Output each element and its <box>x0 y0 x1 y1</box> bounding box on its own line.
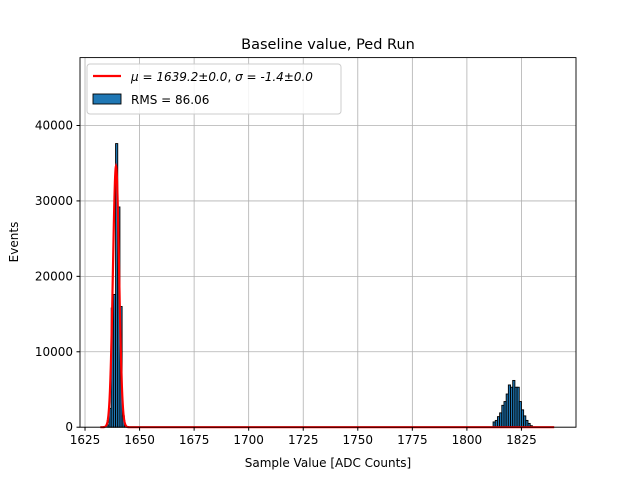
chart-title: Baseline value, Ped Run <box>241 37 415 53</box>
legend-hist-label: RMS = 86.06 <box>131 93 209 107</box>
x-tick-label: 1775 <box>397 433 428 447</box>
fit-curve <box>100 162 555 429</box>
y-tick-label: 10000 <box>35 345 73 359</box>
legend-fit-label: μ = 1639.2±0.0, σ = -1.4±0.0 <box>130 70 313 84</box>
y-axis-label: Events <box>7 222 21 263</box>
x-tick-label: 1650 <box>124 433 155 447</box>
x-tick-label: 1700 <box>233 433 264 447</box>
x-tick-label: 1725 <box>288 433 319 447</box>
y-tick-label: 30000 <box>35 194 73 208</box>
x-tick-label: 1625 <box>70 433 101 447</box>
x-axis-label: Sample Value [ADC Counts] <box>245 456 411 470</box>
y-tick-label: 0 <box>65 420 73 434</box>
y-tick-label: 20000 <box>35 269 73 283</box>
x-tick-label: 1675 <box>179 433 210 447</box>
x-tick-label: 1825 <box>506 433 537 447</box>
x-tick-label: 1800 <box>452 433 483 447</box>
y-tick-label: 40000 <box>35 118 73 132</box>
axes-frame <box>79 57 577 428</box>
x-tick-label: 1750 <box>343 433 374 447</box>
legend-hist-swatch <box>92 93 122 105</box>
legend: μ = 1639.2±0.0, σ = -1.4±0.0 RMS = 86.06 <box>86 63 342 115</box>
